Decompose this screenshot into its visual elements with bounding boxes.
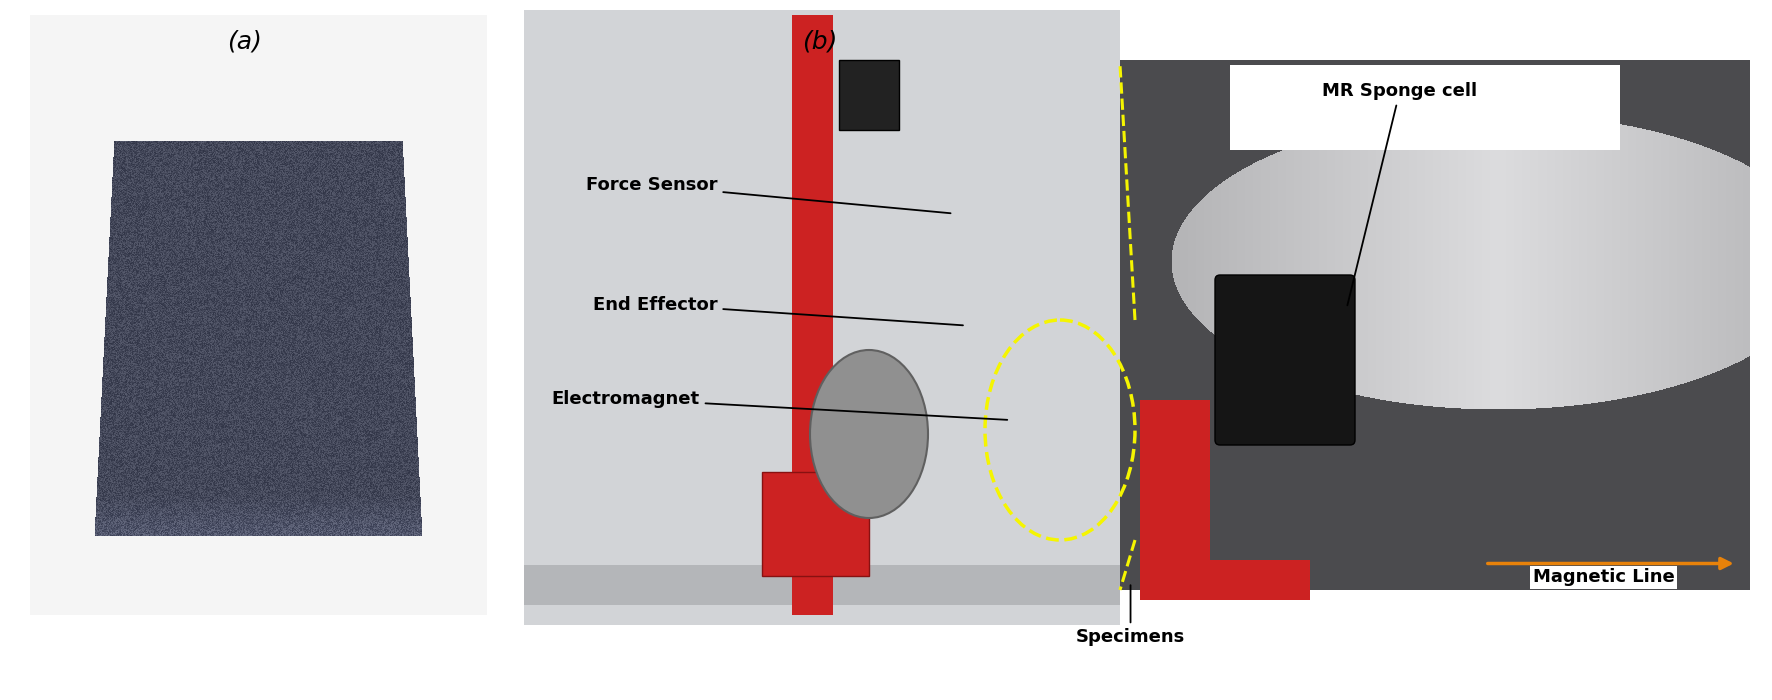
Bar [1230,65,1620,150]
Text: Magnetic Line: Magnetic Line [1533,568,1675,587]
Text: Specimens: Specimens [1076,585,1185,646]
Ellipse shape [810,350,929,518]
Bar [792,15,833,615]
Text: (a): (a) [227,30,262,54]
Text: End Effector: End Effector [594,295,962,326]
Bar [1139,560,1310,600]
Bar [838,60,898,130]
FancyBboxPatch shape [1216,275,1356,445]
Text: MR Sponge cell: MR Sponge cell [1322,82,1478,305]
Bar [1139,400,1210,590]
Text: Force Sensor: Force Sensor [587,176,950,214]
Text: Electromagnet: Electromagnet [551,390,1006,420]
Text: (b): (b) [803,30,838,54]
Bar [762,472,868,576]
